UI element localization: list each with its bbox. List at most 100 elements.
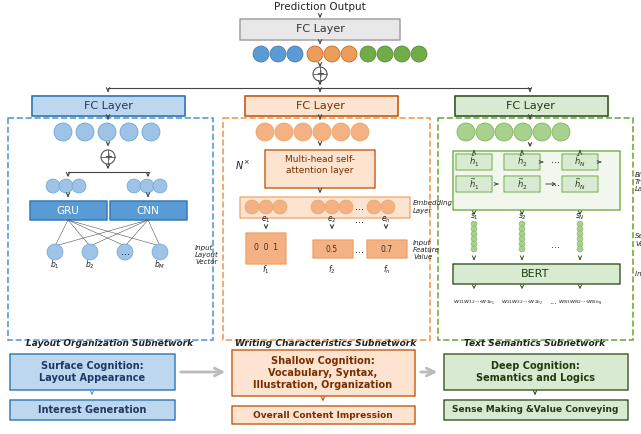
- Circle shape: [59, 179, 73, 193]
- Circle shape: [519, 236, 525, 242]
- Circle shape: [471, 231, 477, 237]
- FancyBboxPatch shape: [265, 150, 375, 188]
- Text: $b_2$: $b_2$: [85, 259, 95, 271]
- Circle shape: [476, 123, 494, 141]
- Text: Shallow Cognition:
Vocabulary, Syntax,
Illustration, Organization: Shallow Cognition: Vocabulary, Syntax, I…: [253, 356, 392, 390]
- Circle shape: [367, 200, 381, 214]
- Text: ...: ...: [551, 178, 560, 188]
- Circle shape: [127, 179, 141, 193]
- FancyBboxPatch shape: [504, 176, 540, 192]
- FancyBboxPatch shape: [32, 96, 185, 116]
- Circle shape: [98, 123, 116, 141]
- FancyBboxPatch shape: [562, 154, 598, 170]
- Text: $e_1$: $e_1$: [262, 215, 271, 225]
- Text: $s_2$: $s_2$: [517, 212, 526, 222]
- Text: $s_N$: $s_N$: [575, 212, 585, 222]
- Text: BERT: BERT: [520, 269, 549, 279]
- Circle shape: [339, 200, 353, 214]
- Circle shape: [46, 179, 60, 193]
- Text: Surface Cognition:
Layout Appearance: Surface Cognition: Layout Appearance: [39, 361, 145, 383]
- Text: Input Text: Input Text: [635, 271, 641, 277]
- Text: FC Layer: FC Layer: [83, 101, 133, 111]
- FancyBboxPatch shape: [10, 354, 175, 390]
- Text: $f_2$: $f_2$: [328, 264, 336, 276]
- Circle shape: [332, 123, 350, 141]
- Text: FC Layer: FC Layer: [296, 101, 344, 111]
- Circle shape: [519, 221, 525, 227]
- Circle shape: [101, 150, 115, 164]
- FancyBboxPatch shape: [504, 154, 540, 170]
- Circle shape: [394, 46, 410, 62]
- Circle shape: [294, 123, 312, 141]
- Circle shape: [82, 244, 98, 260]
- Circle shape: [253, 46, 269, 62]
- Circle shape: [471, 226, 477, 232]
- Circle shape: [275, 123, 293, 141]
- Circle shape: [552, 123, 570, 141]
- Text: Layout Organization Subnetwork: Layout Organization Subnetwork: [26, 339, 194, 349]
- FancyBboxPatch shape: [455, 96, 608, 116]
- Circle shape: [471, 236, 477, 242]
- Text: Prediction Output: Prediction Output: [274, 2, 366, 12]
- FancyBboxPatch shape: [367, 240, 407, 258]
- Circle shape: [120, 123, 138, 141]
- Text: 0  0  1: 0 0 1: [254, 243, 278, 253]
- Circle shape: [457, 123, 475, 141]
- FancyBboxPatch shape: [453, 151, 620, 210]
- Text: $\bar{h}_N$: $\bar{h}_N$: [574, 155, 586, 169]
- Circle shape: [325, 200, 339, 214]
- Circle shape: [270, 46, 286, 62]
- Circle shape: [471, 221, 477, 227]
- Circle shape: [76, 123, 94, 141]
- FancyBboxPatch shape: [110, 201, 187, 220]
- Circle shape: [256, 123, 274, 141]
- Text: Embedding
Layer: Embedding Layer: [413, 201, 453, 214]
- Circle shape: [495, 123, 513, 141]
- FancyBboxPatch shape: [232, 406, 415, 424]
- FancyBboxPatch shape: [245, 96, 398, 116]
- Text: CNN: CNN: [137, 206, 160, 216]
- Circle shape: [519, 231, 525, 237]
- Text: $\vec{h}_2$: $\vec{h}_2$: [517, 176, 528, 192]
- Text: 0.7: 0.7: [381, 244, 393, 253]
- Circle shape: [152, 244, 168, 260]
- FancyBboxPatch shape: [223, 118, 430, 340]
- Text: FC Layer: FC Layer: [296, 24, 344, 34]
- Circle shape: [471, 246, 477, 252]
- Circle shape: [351, 123, 369, 141]
- Circle shape: [287, 46, 303, 62]
- Circle shape: [54, 123, 72, 141]
- Circle shape: [245, 200, 259, 214]
- Circle shape: [311, 200, 325, 214]
- Circle shape: [577, 221, 583, 227]
- FancyBboxPatch shape: [232, 350, 415, 396]
- Text: Overall Content Impression: Overall Content Impression: [253, 411, 393, 420]
- FancyBboxPatch shape: [444, 400, 628, 420]
- Circle shape: [153, 179, 167, 193]
- Text: $f_n$: $f_n$: [383, 264, 391, 276]
- Text: $w_{21}w_{22}{\cdots}w_{2b_2}$: $w_{21}w_{22}{\cdots}w_{2b_2}$: [501, 299, 543, 307]
- FancyBboxPatch shape: [240, 197, 410, 218]
- FancyBboxPatch shape: [10, 400, 175, 420]
- Text: $\vec{h}_N$: $\vec{h}_N$: [574, 176, 586, 192]
- FancyBboxPatch shape: [453, 264, 620, 284]
- Text: $\vec{h}_1$: $\vec{h}_1$: [469, 176, 479, 192]
- Text: $\bar{h}_2$: $\bar{h}_2$: [517, 155, 528, 169]
- Circle shape: [577, 226, 583, 232]
- Text: $w_{11}w_{12}{\cdots}w_{1b_1}$: $w_{11}w_{12}{\cdots}w_{1b_1}$: [453, 299, 495, 307]
- Circle shape: [577, 246, 583, 252]
- Circle shape: [341, 46, 357, 62]
- FancyBboxPatch shape: [456, 154, 492, 170]
- Text: ...: ...: [356, 245, 365, 255]
- Circle shape: [533, 123, 551, 141]
- Text: ...: ...: [356, 215, 365, 225]
- FancyBboxPatch shape: [8, 118, 213, 340]
- Text: $s_1$: $s_1$: [470, 212, 478, 222]
- Circle shape: [519, 226, 525, 232]
- Text: Interest Generation: Interest Generation: [38, 405, 146, 415]
- Circle shape: [72, 179, 86, 193]
- Circle shape: [381, 200, 395, 214]
- Text: $N^{\times}$: $N^{\times}$: [235, 158, 250, 171]
- Circle shape: [577, 241, 583, 247]
- Text: ...: ...: [121, 247, 129, 257]
